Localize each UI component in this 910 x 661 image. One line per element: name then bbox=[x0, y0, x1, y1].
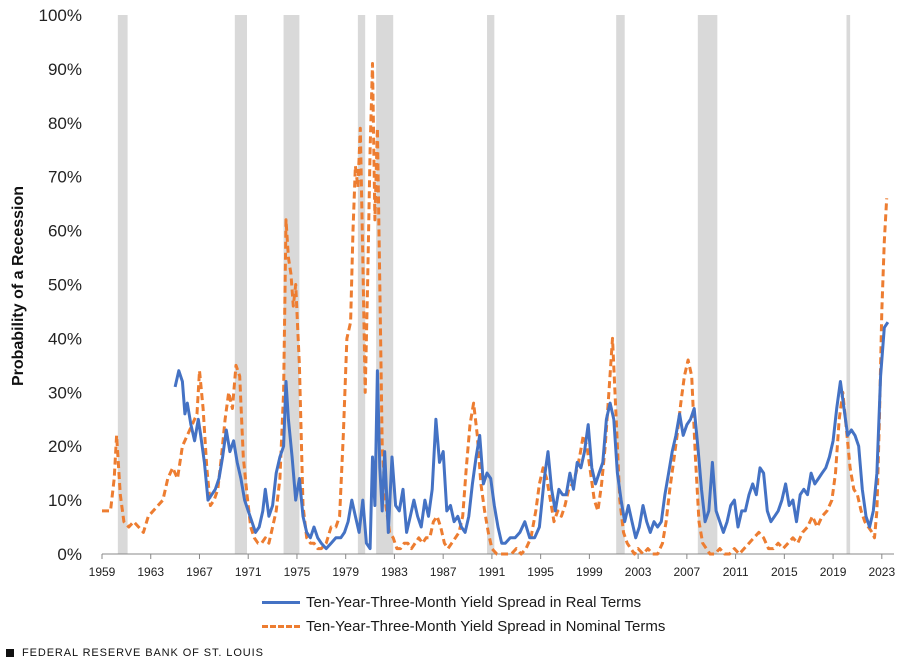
x-tick-label: 2007 bbox=[674, 565, 701, 579]
series-line-nominal bbox=[102, 62, 889, 556]
y-tick-label: 100% bbox=[39, 6, 82, 25]
x-tick-label: 1967 bbox=[186, 565, 213, 579]
y-tick-label: 20% bbox=[48, 437, 82, 456]
x-tick-label: 1975 bbox=[284, 565, 311, 579]
x-tick-label: 2011 bbox=[723, 565, 749, 579]
legend-item-real: Ten-Year-Three-Month Yield Spread in Rea… bbox=[262, 590, 665, 614]
x-tick-label: 1959 bbox=[89, 565, 116, 579]
x-tick-label: 1983 bbox=[381, 565, 408, 579]
x-tick-label: 2023 bbox=[868, 565, 895, 579]
recession-band-1 bbox=[234, 15, 247, 554]
x-tick-label: 1979 bbox=[332, 565, 359, 579]
series-line-real bbox=[173, 321, 890, 551]
axes-group: 0% 10% 20% 30% 40% 50% 60% 70% 80% 90% 100% 1959 196… bbox=[39, 6, 896, 579]
recession-band-0 bbox=[117, 15, 128, 554]
y-tick-label: 30% bbox=[48, 383, 82, 402]
footer-square-icon bbox=[6, 649, 14, 657]
legend: Ten-Year-Three-Month Yield Spread in Rea… bbox=[262, 590, 665, 638]
y-tick-label: 0% bbox=[57, 545, 82, 564]
x-tick-label: 1963 bbox=[137, 565, 164, 579]
y-tick-label: 40% bbox=[48, 329, 82, 348]
recession-band-3 bbox=[357, 15, 366, 554]
y-tick-label: 70% bbox=[48, 168, 82, 187]
legend-label-nominal: Ten-Year-Three-Month Yield Spread in Nom… bbox=[306, 617, 666, 635]
y-tick-label: 90% bbox=[48, 60, 82, 79]
recession-band-5 bbox=[487, 15, 495, 554]
x-tick-label: 2019 bbox=[820, 565, 847, 579]
y-tick-label: 50% bbox=[48, 276, 82, 295]
footer-source: FEDERAL RESERVE BANK OF ST. LOUIS bbox=[22, 647, 264, 659]
y-tick-label: 60% bbox=[48, 222, 82, 241]
y-axis-label: Probability of a Recession bbox=[10, 186, 27, 386]
x-tick-label: 1987 bbox=[430, 565, 457, 579]
recession-band-7 bbox=[697, 15, 718, 554]
y-tick-label: 10% bbox=[48, 491, 82, 510]
x-tick-label: 1991 bbox=[479, 565, 506, 579]
x-tick-label: 1999 bbox=[576, 565, 603, 579]
recession-band-8 bbox=[846, 15, 851, 554]
legend-swatch-nominal bbox=[262, 624, 300, 628]
x-tick-label: 2015 bbox=[771, 565, 798, 579]
legend-swatch-real bbox=[262, 600, 300, 604]
x-tick-label: 2003 bbox=[625, 565, 652, 579]
y-tick-label: 80% bbox=[48, 114, 82, 133]
legend-item-nominal: Ten-Year-Three-Month Yield Spread in Nom… bbox=[262, 614, 665, 638]
x-tick-label: 1971 bbox=[235, 565, 262, 579]
series-group bbox=[102, 62, 890, 556]
recession-band-6 bbox=[616, 15, 625, 554]
legend-label-real: Ten-Year-Three-Month Yield Spread in Rea… bbox=[306, 593, 642, 611]
x-tick-label: 1995 bbox=[527, 565, 554, 579]
footer: FEDERAL RESERVE BANK OF ST. LOUIS bbox=[6, 647, 264, 659]
